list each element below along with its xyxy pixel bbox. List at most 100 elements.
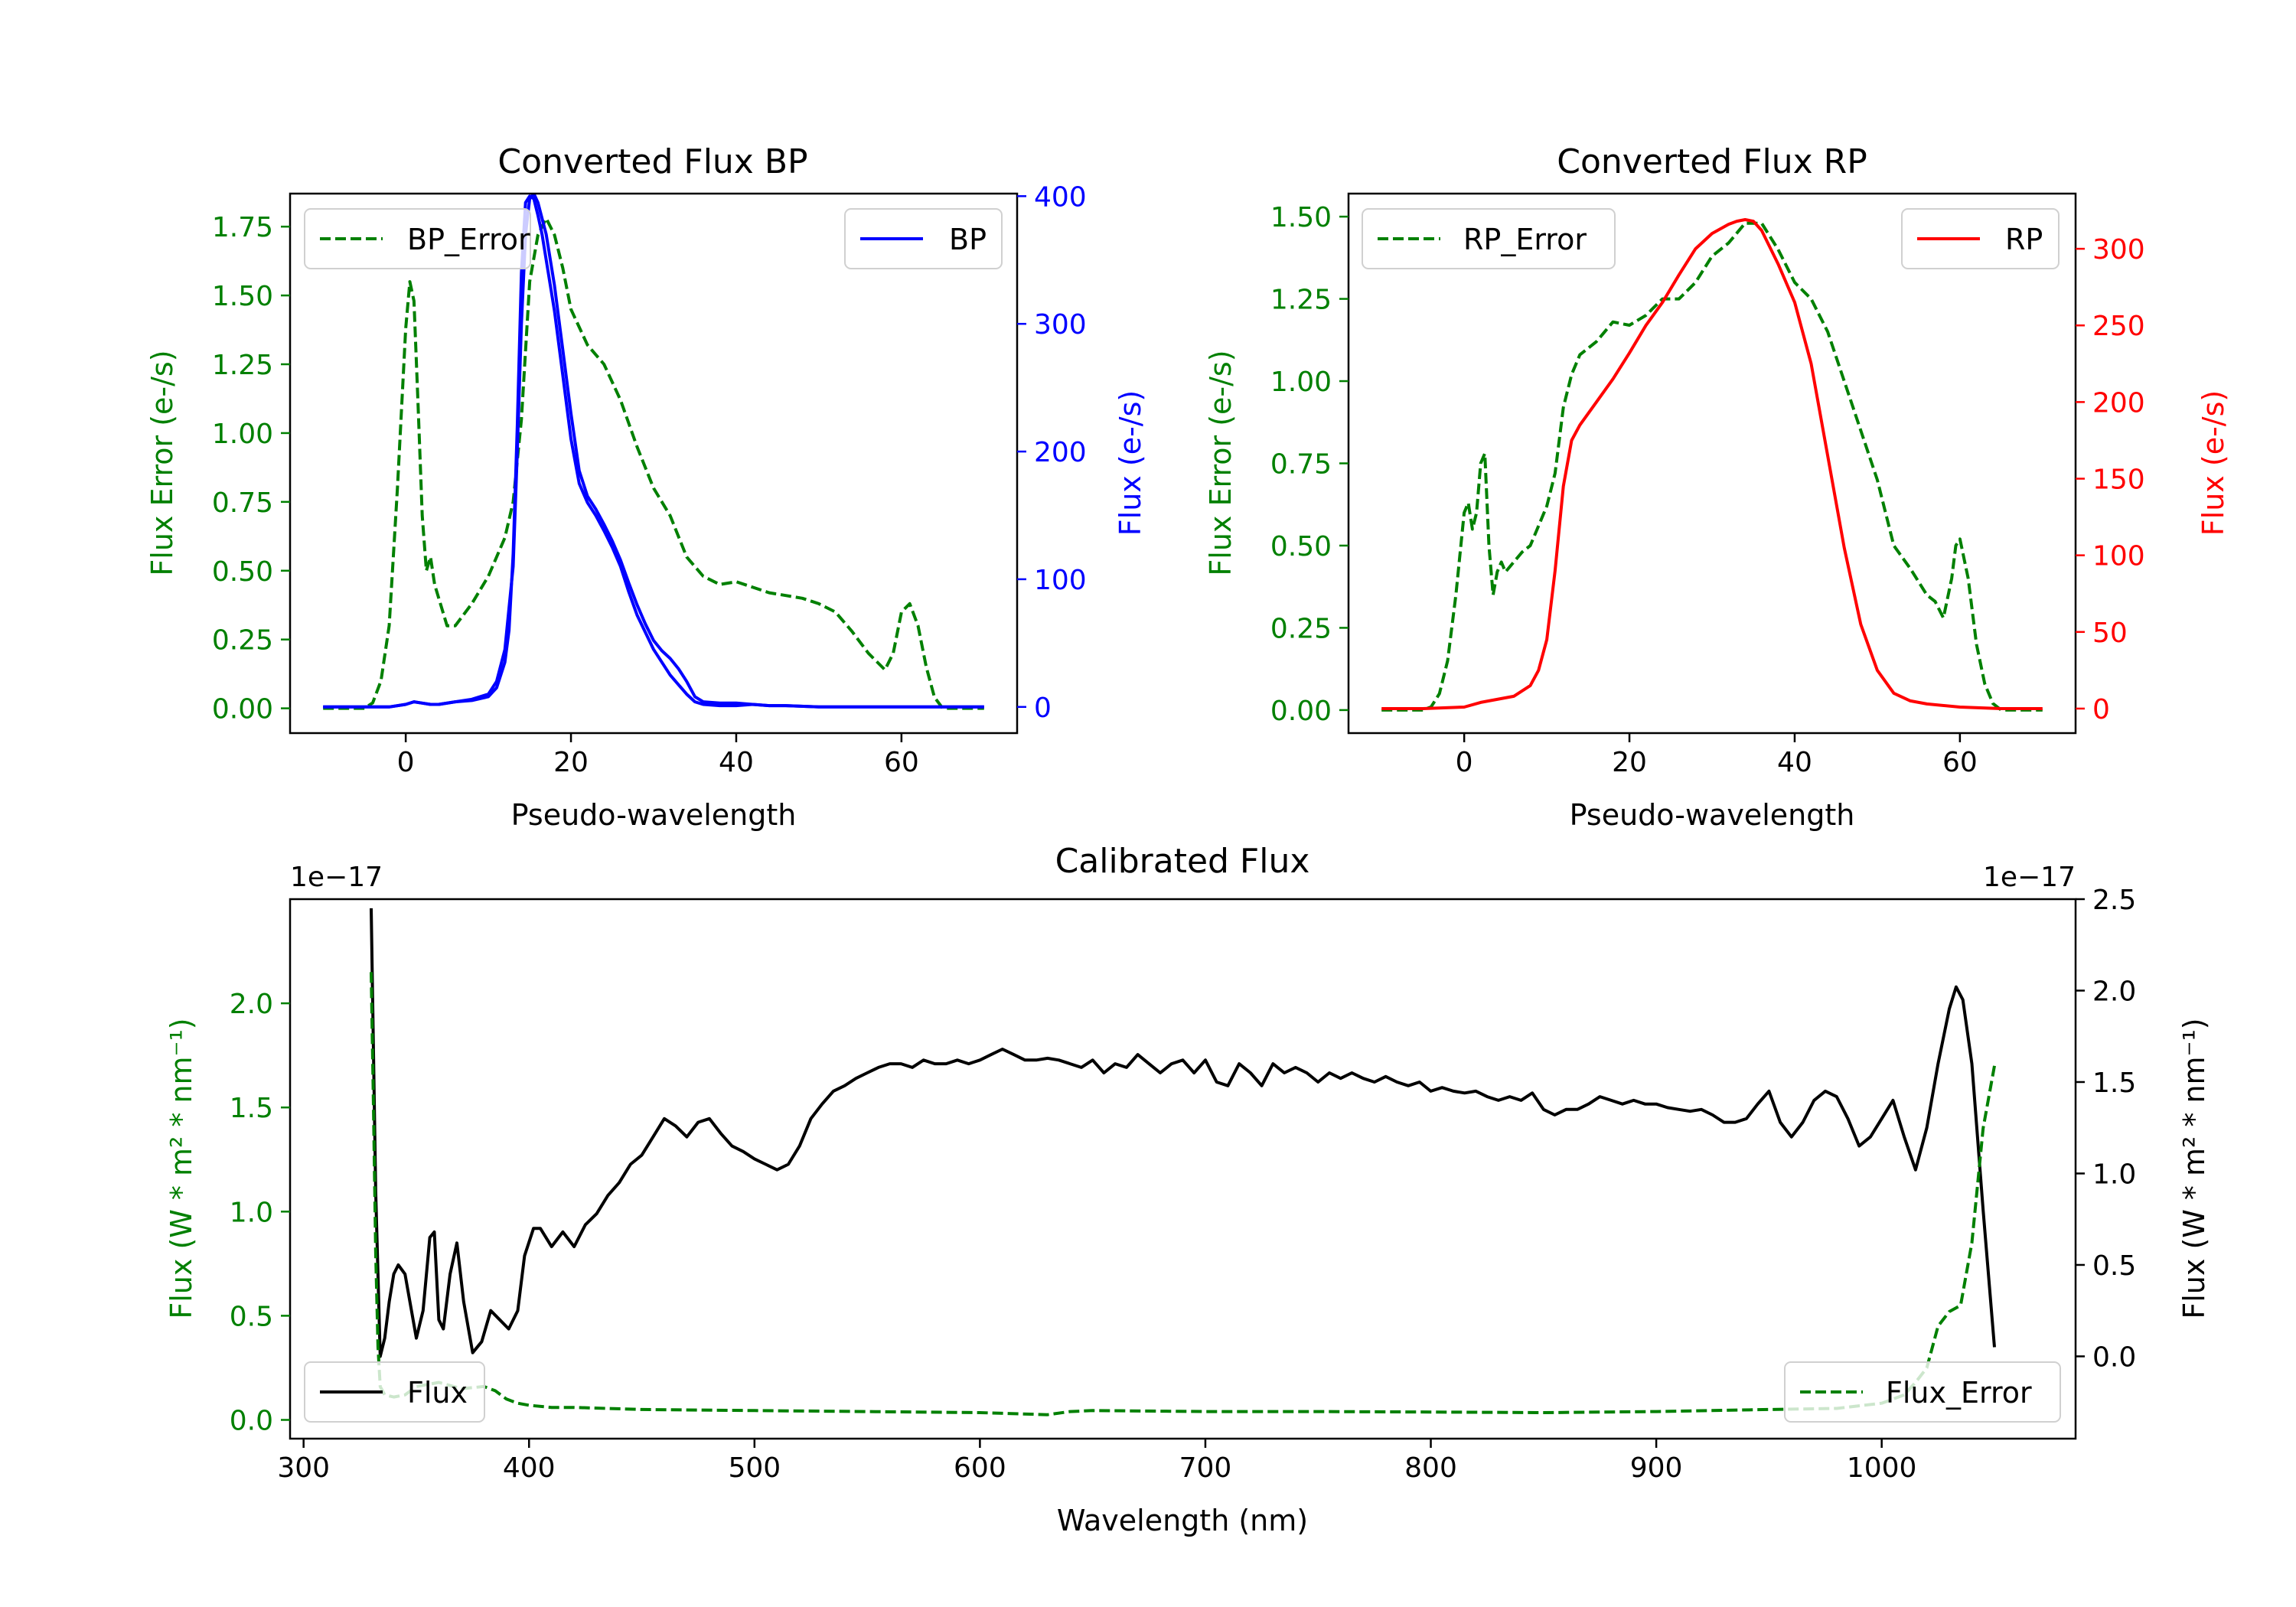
axes-frame	[289, 192, 1019, 735]
left-y-tick-label: 1.75	[212, 212, 273, 243]
axes-frame	[289, 898, 2077, 1440]
legend-right: Flux_Error	[1784, 1361, 2061, 1423]
left-y-tick-label: 1.25	[1270, 285, 1332, 316]
legend-left: BP_Error	[304, 208, 531, 269]
right-y-axis-ticks: 0 100 200 300 400	[1017, 181, 1087, 724]
legend-label: BP_Error	[407, 223, 530, 256]
left-axis-offset: 1e−17	[290, 862, 383, 893]
left-y-tick-label: 0.00	[1270, 696, 1332, 727]
left-y-axis-ticks: 0.00 0.25 0.50 0.75 1.00 1.25 1.50 1.75	[212, 212, 290, 725]
right-y-axis-label: Flux (W * m² * nm⁻¹)	[2177, 1018, 2211, 1319]
right-y-tick-label: 0	[2092, 694, 2110, 725]
x-tick-label: 0	[397, 747, 415, 778]
right-y-tick-label: 1.5	[2092, 1068, 2136, 1099]
left-y-tick-label: 1.0	[230, 1197, 273, 1228]
left-y-axis-ticks: 0.00 0.25 0.50 0.75 1.00 1.25 1.50	[1270, 202, 1349, 727]
left-y-axis-label: Flux (W * m² * nm⁻¹)	[165, 1018, 198, 1319]
x-tick-label: 40	[1777, 747, 1812, 778]
plot-area-bp	[323, 194, 984, 710]
left-y-tick-label: 1.25	[212, 350, 273, 381]
left-y-tick-label: 0.75	[212, 487, 273, 519]
right-y-tick-label: 200	[2092, 387, 2145, 419]
x-tick-label: 700	[1179, 1452, 1232, 1484]
chart-title: Calibrated Flux	[1055, 842, 1310, 881]
right-y-tick-label: 50	[2092, 618, 2128, 649]
x-axis-label: Pseudo-wavelength	[1570, 798, 1855, 832]
left-y-tick-label: 1.00	[212, 419, 273, 450]
chart-title: Converted Flux BP	[497, 142, 807, 181]
right-y-axis-label: Flux (e-/s)	[1114, 390, 1147, 536]
x-tick-label: 20	[1612, 747, 1647, 778]
chart-panel-rp: Converted Flux RP 0 20 40 60 0.000.250.500.…	[1204, 142, 2230, 832]
left-y-tick-label: 0.25	[212, 625, 273, 657]
x-axis-ticks: 300 400 500 600 700 800 900 1000	[277, 1439, 1916, 1484]
chart-title: Converted Flux RP	[1557, 142, 1867, 181]
left-y-tick-label: 0.0	[230, 1406, 273, 1437]
left-y-tick-label: 0.5	[230, 1301, 273, 1332]
plot-area-rp	[1381, 218, 2043, 712]
x-tick-label: 60	[1942, 747, 1978, 778]
right-y-tick-label: 300	[2092, 234, 2145, 266]
left-y-axis-ticks: 0.0 0.5 1.0 1.5 2.0	[230, 989, 290, 1437]
legend-right: RP	[1901, 208, 2060, 269]
legend-label: Flux	[407, 1376, 468, 1410]
legend-right: BP	[844, 208, 1003, 269]
x-tick-label: 500	[728, 1452, 781, 1484]
legend-left: RP_Error	[1362, 208, 1616, 269]
x-axis-label: Pseudo-wavelength	[511, 798, 797, 832]
right-y-axis-ticks: 0.0 0.5 1.0 1.5 2.0 2.5	[2076, 885, 2136, 1373]
x-tick-label: 800	[1404, 1452, 1457, 1484]
x-axis-label: Wavelength (nm)	[1057, 1504, 1308, 1537]
left-y-tick-label: 0.50	[212, 556, 273, 588]
x-tick-label: 1000	[1847, 1452, 1917, 1484]
right-y-tick-label: 400	[1034, 181, 1087, 213]
x-tick-label: 300	[277, 1452, 330, 1484]
left-y-tick-label: 1.00	[1270, 367, 1332, 398]
right-y-tick-label: 300	[1034, 309, 1087, 341]
series-line-bp-error	[323, 217, 984, 710]
right-y-tick-label: 0.0	[2092, 1341, 2136, 1373]
left-y-tick-label: 0.00	[212, 694, 273, 725]
left-y-tick-label: 1.5	[230, 1093, 273, 1124]
x-tick-label: 600	[954, 1452, 1006, 1484]
right-y-axis-label: Flux (e-/s)	[2197, 390, 2230, 536]
left-y-axis-label: Flux Error (e-/s)	[145, 350, 179, 575]
series-line-rp-error	[1381, 221, 2043, 712]
x-tick-label: 400	[503, 1452, 556, 1484]
right-axis-offset: 1e−17	[1983, 862, 2076, 893]
right-y-tick-label: 100	[1034, 565, 1087, 596]
right-y-tick-label: 0	[1034, 693, 1052, 724]
series-line-bp	[323, 194, 984, 709]
x-tick-label: 40	[719, 747, 754, 778]
left-y-tick-label: 1.50	[212, 281, 273, 312]
right-y-tick-label: 2.5	[2092, 885, 2136, 916]
right-y-tick-label: 250	[2092, 311, 2145, 342]
legend-label: BP	[949, 223, 987, 256]
legend-label: RP_Error	[1463, 223, 1587, 256]
left-y-tick-label: 0.25	[1270, 613, 1332, 644]
legend-left: Flux	[304, 1361, 485, 1423]
left-y-tick-label: 1.50	[1270, 202, 1332, 233]
chart-panel-calibrated: Calibrated Flux 1e−17 1e−17 300 400 500 600…	[165, 842, 2211, 1537]
right-y-tick-label: 0.5	[2092, 1250, 2136, 1282]
series-line-flux	[370, 908, 1996, 1358]
series-line-rp	[1381, 218, 2043, 710]
legend-label: Flux_Error	[1886, 1376, 2032, 1410]
x-tick-label: 20	[553, 747, 589, 778]
right-y-tick-label: 2.0	[2092, 976, 2136, 1007]
x-tick-label: 900	[1630, 1452, 1683, 1484]
left-y-tick-label: 0.50	[1270, 531, 1332, 562]
chart-panel-bp: Converted Flux BP 0 20 40 60 0.000.250.500.…	[145, 142, 1147, 832]
x-axis-ticks: 0 20 40 60	[1456, 733, 1978, 778]
left-y-tick-label: 2.0	[230, 989, 273, 1020]
x-tick-label: 0	[1456, 747, 1473, 778]
x-tick-label: 60	[884, 747, 919, 778]
left-y-axis-label: Flux Error (e-/s)	[1204, 350, 1238, 575]
right-y-tick-label: 150	[2092, 464, 2145, 496]
right-y-tick-label: 1.0	[2092, 1159, 2136, 1190]
right-y-tick-label: 100	[2092, 541, 2145, 572]
right-y-tick-label: 200	[1034, 437, 1087, 468]
legend-label: RP	[2005, 223, 2043, 256]
right-y-axis-ticks: 0 50 100 150 200 250 300	[2076, 234, 2145, 725]
